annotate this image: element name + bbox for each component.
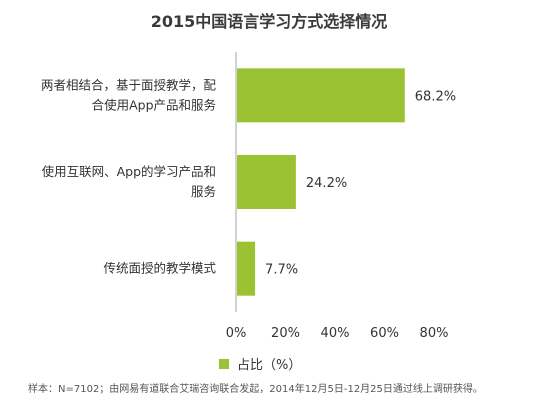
bar	[237, 155, 296, 209]
bar	[237, 241, 256, 296]
x-tick-label: 40%	[321, 326, 350, 341]
category-label: 服务	[191, 184, 216, 199]
data-label: 7.7%	[265, 263, 298, 278]
legend-swatch	[219, 359, 229, 369]
bar	[237, 68, 405, 123]
category-label: 使用互联网、App的学习产品和	[42, 164, 216, 179]
category-label: 传统面授的教学模式	[103, 261, 216, 276]
x-tick-label: 0%	[226, 326, 247, 341]
category-label: 两者相结合，基于面授教学，配	[41, 77, 217, 92]
data-label: 68.2%	[415, 89, 456, 104]
x-tick-label: 60%	[370, 326, 399, 341]
legend-label: 占比（%）	[237, 358, 301, 373]
data-label: 24.2%	[306, 176, 347, 191]
x-tick-label: 20%	[271, 326, 300, 341]
footnote: 样本：N=7102；由网易有道联合艾瑞咨询联合发起，2014年12月5日-12月…	[28, 384, 483, 395]
x-tick-label: 80%	[420, 326, 449, 341]
category-label: 合使用App产品和服务	[92, 97, 216, 112]
chart-title: 2015中国语言学习方式选择情况	[150, 12, 388, 31]
